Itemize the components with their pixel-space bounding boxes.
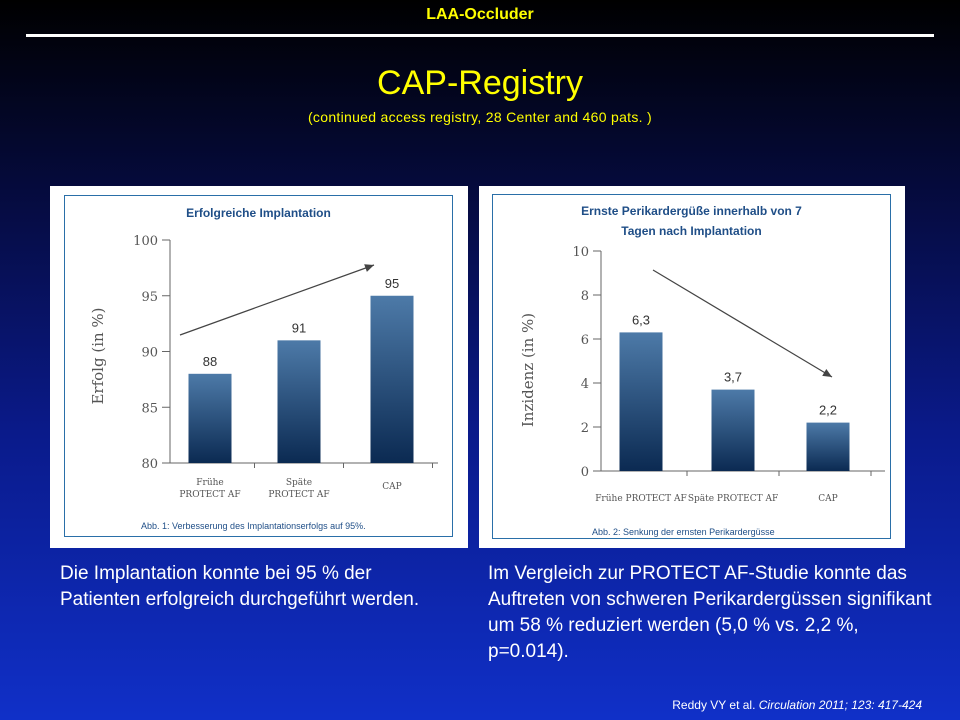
bar <box>619 332 663 471</box>
category-label: PROTECT AF <box>179 490 240 500</box>
header-title: LAA-Occluder <box>426 6 534 23</box>
y-tick-label: 85 <box>141 401 158 416</box>
trend-arrow-line <box>652 269 833 378</box>
chart-title: Ernste Perikardergüße innerhalb von 7 Ta… <box>493 201 890 241</box>
y-tick-label: 100 <box>133 234 158 249</box>
chart-title: Erfolgreiche Implantation <box>186 206 331 220</box>
trend-arrow-line <box>179 264 375 336</box>
bar <box>806 422 850 471</box>
implantation-bar-chart: 80 85 90 95 100 Erfolg (in %) 88 Frühe PROTECT A… <box>89 234 438 500</box>
bar <box>188 373 232 463</box>
bar <box>277 340 321 463</box>
slide-subtitle: (continued access registry, 28 Center an… <box>307 109 653 125</box>
slide-title: CAP-Registry <box>377 64 583 102</box>
y-tick-label: 80 <box>141 457 158 472</box>
data-label: 2,2 <box>819 403 837 418</box>
trend-arrow-head <box>364 264 374 272</box>
citation-authors: Reddy VY et al. <box>672 698 759 712</box>
y-axis-label: Inzidenz (in %) <box>519 313 537 427</box>
chart-title-text: Ernste Perikardergüße innerhalb von 7 Ta… <box>581 204 802 238</box>
right-description: Im Vergleich zur PROTECT AF-Studie konnt… <box>488 563 932 662</box>
data-label: 91 <box>292 320 306 335</box>
y-tick-label: 8 <box>581 289 589 304</box>
category-label: Späte <box>286 478 312 488</box>
citation: Reddy VY et al. Circulation 2011; 123: 4… <box>672 698 922 712</box>
trend-arrow-head <box>822 368 832 377</box>
y-tick-label: 10 <box>572 245 589 260</box>
chart-frame: Ernste Perikardergüße innerhalb von 7 Ta… <box>492 194 891 539</box>
bar <box>370 295 414 463</box>
chart-frame: Erfolgreiche Implantation 80 85 90 95 100 Erf… <box>64 195 453 537</box>
category-label: Frühe <box>196 478 223 488</box>
y-tick-label: 4 <box>581 377 589 392</box>
y-tick-label: 90 <box>141 346 158 361</box>
category-label: CAP <box>382 482 401 492</box>
y-tick-label: 2 <box>581 421 589 436</box>
data-label: 6,3 <box>632 312 650 327</box>
category-label: CAP <box>818 494 837 504</box>
category-label: PROTECT AF <box>268 490 329 500</box>
y-axis-label: Erfolg (in %) <box>89 307 107 404</box>
chart-panel-implantation: Erfolgreiche Implantation 80 85 90 95 100 Erf… <box>50 186 468 548</box>
y-tick-label: 0 <box>581 465 589 480</box>
header-divider <box>26 34 934 37</box>
category-label: Frühe PROTECT AF <box>595 494 687 504</box>
citation-journal: Circulation 2011; 123: 417-424 <box>758 698 922 712</box>
data-label: 88 <box>203 354 217 369</box>
chart-caption: Abb. 2: Senkung der ernsten Perikardergü… <box>592 527 775 537</box>
pericardial-effusion-bar-chart: 0 2 4 6 8 10 Inzidenz (in %) 6,3 Frühe PROTECT A… <box>519 245 885 504</box>
chart-panel-pericardial-effusion: Ernste Perikardergüße innerhalb von 7 Ta… <box>479 186 905 548</box>
data-label: 3,7 <box>724 370 742 385</box>
bar <box>711 389 755 471</box>
y-tick-label: 95 <box>141 290 158 305</box>
category-label: Späte PROTECT AF <box>688 494 778 504</box>
left-description: Die Implantation konnte bei 95 % der Pat… <box>60 563 420 610</box>
y-tick-label: 6 <box>581 333 589 348</box>
data-label: 95 <box>385 276 399 291</box>
chart-caption: Abb. 1: Verbesserung des Implantationser… <box>141 521 366 531</box>
